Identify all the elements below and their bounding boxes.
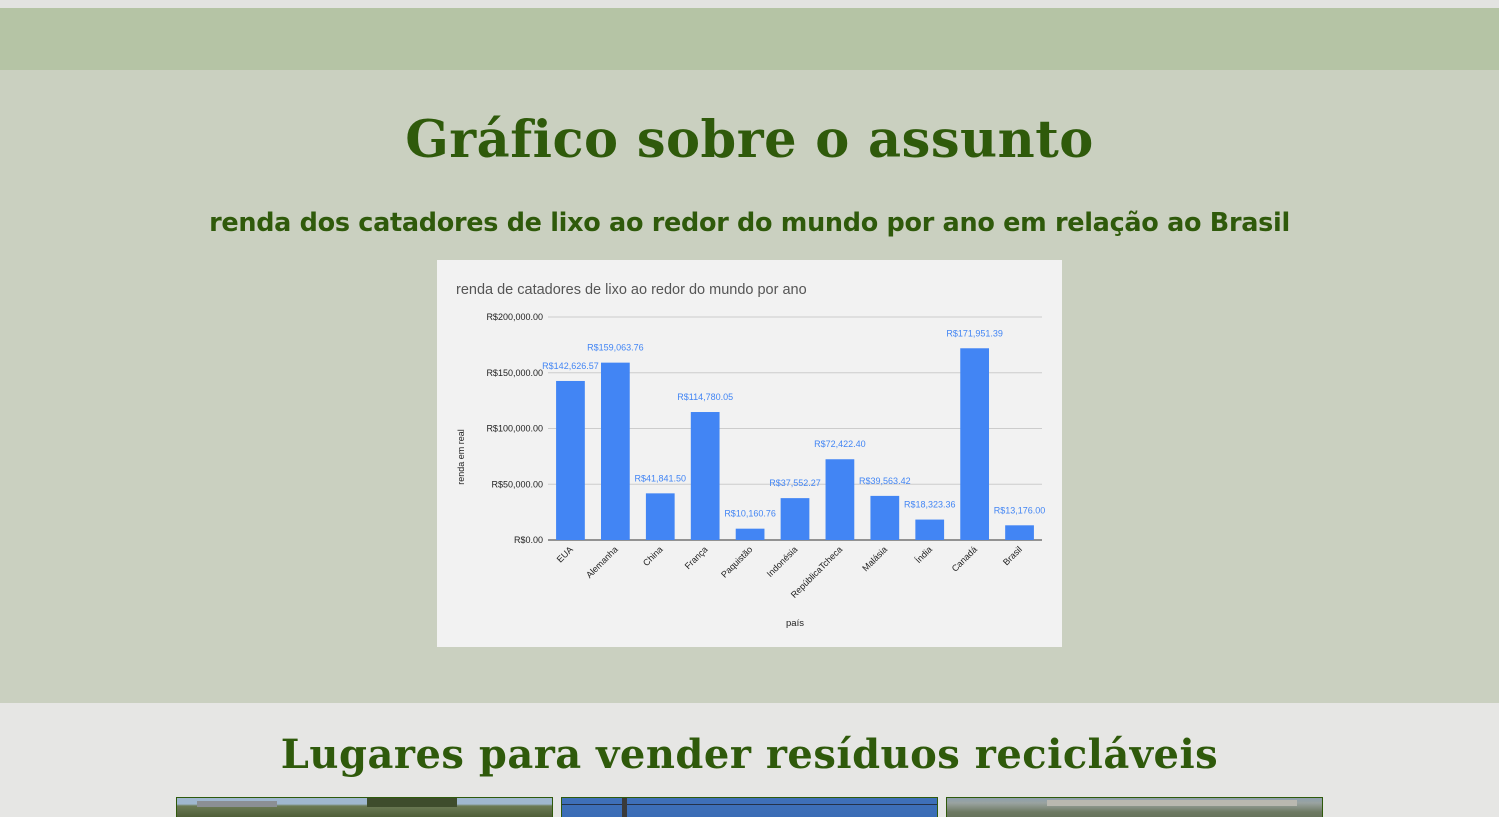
x-tick-label: Paquistão [719,544,754,579]
top-strip [0,0,1499,8]
bar [780,498,810,540]
y-tick-label: R$0.00 [514,535,543,545]
chart-section: Gráfico sobre o assunto renda dos catado… [0,70,1499,703]
data-label: R$13,176.00 [994,505,1046,515]
place-image-2[interactable] [561,797,938,817]
header-band [0,8,1499,70]
data-label: R$114,780.05 [677,392,733,402]
chart-title: renda de catadores de lixo ao redor do m… [456,282,807,298]
bar [645,493,675,540]
x-tick-label: Indonésia [765,544,800,579]
income-bar-chart: renda de catadores de lixo ao redor do m… [456,282,1045,629]
data-label: R$18,323.36 [904,500,956,510]
x-tick-label: Malásia [860,544,889,573]
place-image-1[interactable] [176,797,553,817]
x-tick-label: EUA [555,544,575,564]
data-label: R$39,563.42 [859,476,911,486]
gridlines [548,316,1042,541]
chart-card: renda de catadores de lixo ao redor do m… [437,260,1062,647]
x-tick-label: Brasil [1001,544,1024,567]
data-label: R$142,626.57 [542,361,599,371]
x-tick-label: China [641,544,665,568]
bar [556,380,585,540]
bar [735,528,765,540]
x-tick-label: Alemanha [584,544,620,580]
bar [690,412,720,540]
bar [960,348,990,540]
bar [915,519,945,540]
x-axis-ticks: EUA Alemanha China França Paquistão Indonésia… [555,544,1024,600]
x-tick-label: Índia [913,544,934,565]
y-tick-label: R$150,000.00 [486,368,543,378]
y-tick-label: R$50,000.00 [491,479,543,489]
bar [600,362,630,540]
bar [1005,525,1034,540]
x-axis-title: país [786,618,804,629]
y-axis-ticks: R$0.00 R$50,000.00 R$100,000.00 R$150,000.0… [486,312,543,545]
bars [556,348,1034,540]
data-label: R$171,951.39 [946,328,1003,338]
y-tick-label: R$200,000.00 [486,312,543,322]
x-tick-label: França [683,544,710,571]
bar [870,495,900,540]
chart-section-title: Gráfico sobre o assunto [405,110,1094,170]
data-label: R$10,160.76 [724,509,776,519]
bar [825,459,855,540]
chart-section-subtitle: renda dos catadores de lixo ao redor do … [209,208,1290,238]
place-image-3[interactable] [946,797,1323,817]
y-axis-title: renda em real [456,429,466,485]
y-tick-label: R$100,000.00 [486,424,543,434]
places-section: Lugares para vender resíduos recicláveis [0,703,1499,817]
x-tick-label: Canadá [950,544,979,573]
places-section-title: Lugares para vender resíduos recicláveis [280,731,1219,778]
data-label: R$159,063.76 [587,343,644,353]
data-label: R$41,841.50 [634,473,686,483]
data-labels: R$142,626.57 R$159,063.76 R$41,841.50 R$114… [542,328,1045,518]
data-label: R$72,422.40 [814,439,866,449]
data-label: R$37,552.27 [769,478,821,488]
